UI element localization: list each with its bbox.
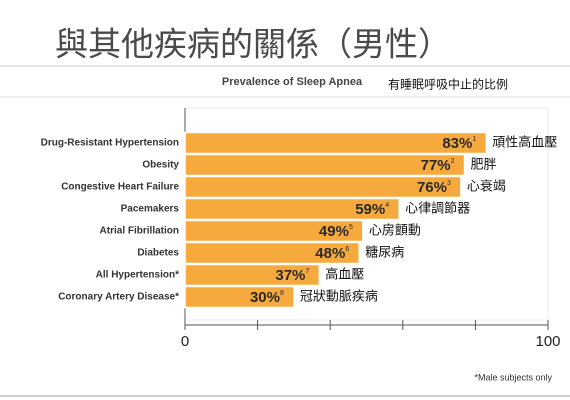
bar bbox=[184, 153, 466, 177]
value-note: 3 bbox=[447, 180, 451, 187]
value-label: 76%3 bbox=[417, 179, 451, 196]
value-note: 6 bbox=[345, 246, 349, 253]
value-note: 1 bbox=[472, 136, 476, 143]
category-label: Obesity bbox=[142, 160, 179, 171]
category-label: Congestive Heart Failure bbox=[61, 182, 179, 193]
bar bbox=[184, 263, 321, 287]
bar bbox=[184, 131, 488, 155]
category-label: Coronary Artery Disease* bbox=[58, 292, 179, 303]
value-note: 8 bbox=[280, 290, 284, 297]
value-label: 48%6 bbox=[315, 245, 349, 262]
category-label: All Hypertension* bbox=[96, 270, 179, 281]
category-label-zh: 心衰竭 bbox=[467, 179, 506, 195]
x-tick-label: 0 bbox=[181, 333, 189, 350]
value-note: 4 bbox=[385, 202, 389, 209]
bar bbox=[184, 175, 462, 199]
value-label: 49%5 bbox=[319, 223, 353, 240]
value-note: 2 bbox=[451, 158, 455, 165]
value-label-text: 37% bbox=[275, 267, 305, 284]
value-note: 5 bbox=[349, 224, 353, 231]
value-label: 30%8 bbox=[250, 289, 284, 306]
category-label: Diabetes bbox=[137, 248, 179, 259]
value-label: 83%1 bbox=[442, 135, 476, 152]
chart-subtitle-zh: 有睡眠呼吸中止的比例 bbox=[388, 77, 508, 92]
value-label: 59%4 bbox=[355, 201, 389, 218]
value-label: 77%2 bbox=[421, 157, 455, 174]
category-label: Atrial Fibrillation bbox=[100, 226, 179, 237]
category-label-zh: 高血壓 bbox=[325, 267, 364, 283]
category-label-zh: 心律調節器 bbox=[405, 202, 470, 217]
category-label-zh: 頑性高血壓 bbox=[492, 135, 557, 151]
category-label: Pacemakers bbox=[121, 204, 180, 215]
value-label-text: 30% bbox=[250, 289, 280, 306]
value-label-text: 49% bbox=[319, 223, 349, 240]
value-label-text: 59% bbox=[355, 201, 385, 218]
bar bbox=[184, 285, 295, 309]
category-label-zh: 冠狀動脈疾病 bbox=[300, 290, 378, 305]
chart-subtitle: Prevalence of Sleep Apnea bbox=[222, 76, 363, 88]
value-label-text: 76% bbox=[417, 179, 447, 196]
bar bbox=[184, 241, 360, 265]
value-label-text: 48% bbox=[315, 245, 345, 262]
category-label: Drug-Resistant Hypertension bbox=[41, 138, 179, 149]
category-label-zh: 肥胖 bbox=[471, 158, 497, 173]
value-note: 7 bbox=[305, 268, 309, 275]
category-label-zh: 糖尿病 bbox=[365, 245, 404, 261]
bar bbox=[184, 219, 364, 243]
x-tick-label: 100 bbox=[535, 333, 560, 350]
value-label: 37%7 bbox=[275, 267, 309, 284]
value-label-text: 77% bbox=[421, 157, 451, 174]
bar bbox=[184, 197, 400, 221]
value-label-text: 83% bbox=[442, 135, 472, 152]
slide-title: 與其他疾病的關係（男性） bbox=[55, 25, 451, 64]
category-label-zh: 心房顫動 bbox=[369, 223, 421, 239]
footnote: *Male subjects only bbox=[474, 372, 552, 382]
